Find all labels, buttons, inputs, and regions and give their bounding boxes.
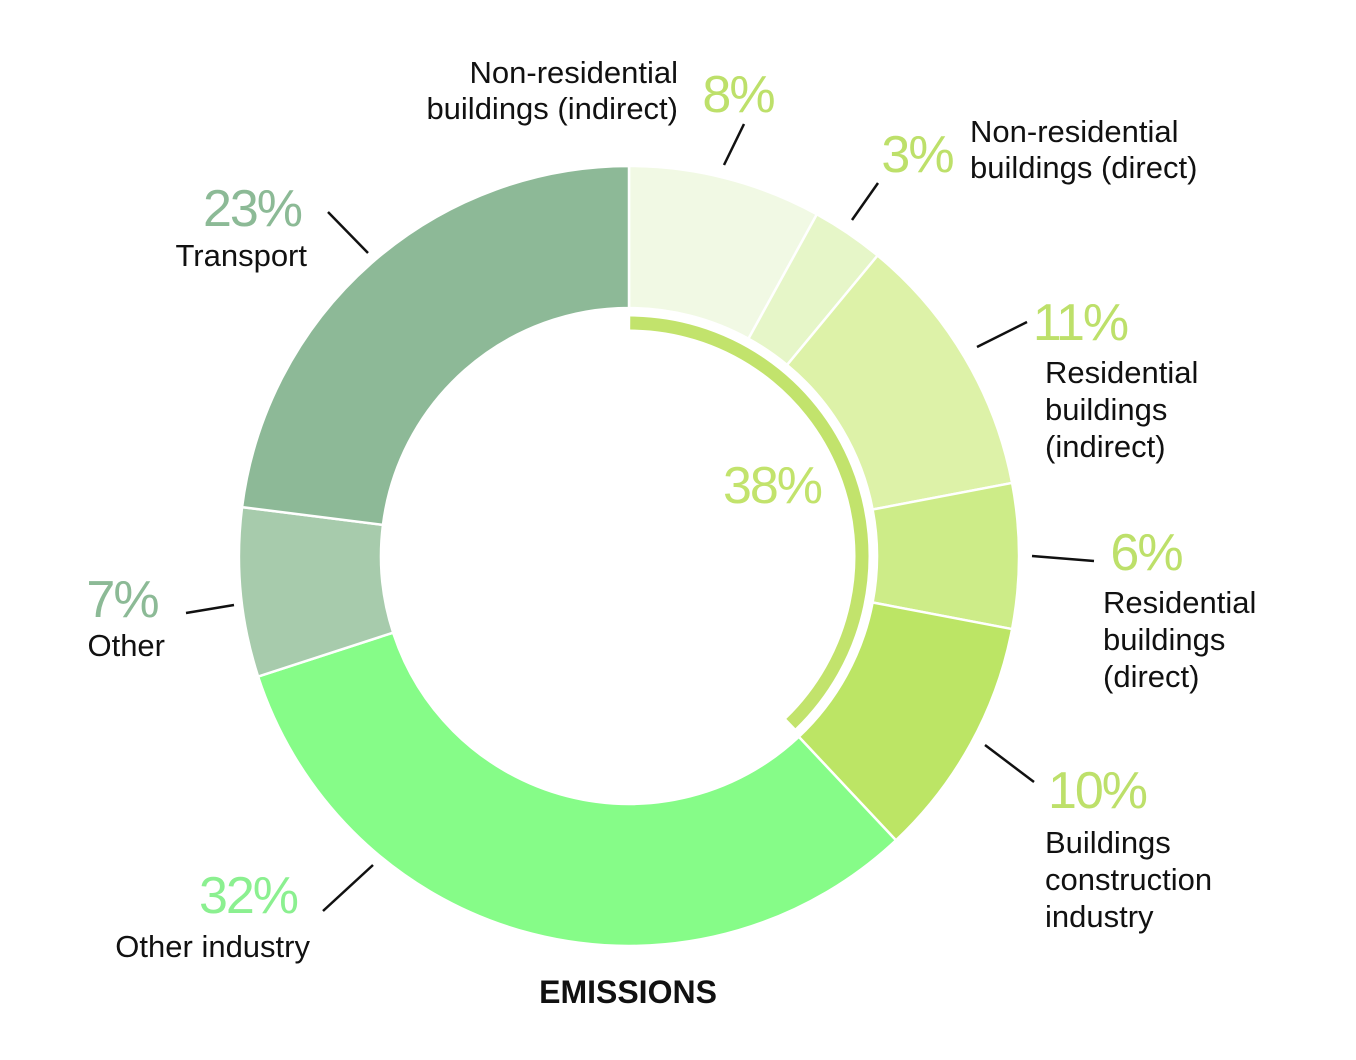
category-label-res-direct-line-1: Residential — [1103, 585, 1256, 620]
category-label-res-indirect-line-1: Residential — [1045, 355, 1198, 390]
leader-lines — [185, 123, 1095, 912]
leader-line-res-indirect — [976, 320, 1028, 349]
category-label-nonres-indirect-line-2: buildings (indirect) — [426, 91, 678, 126]
value-label-nonres-indirect: 8% — [702, 66, 774, 124]
leader-line-other — [185, 603, 235, 615]
leader-line-res-direct — [1031, 554, 1095, 563]
category-label-transport: Transport — [175, 238, 307, 273]
slice-transport — [240, 164, 631, 527]
leader-line-construction — [984, 744, 1035, 783]
leader-line-nonres-direct — [850, 182, 880, 221]
category-label-res-direct-line-2: buildings — [1103, 622, 1225, 657]
value-label-construction: 10% — [1048, 762, 1147, 820]
value-label-res-direct: 6% — [1110, 524, 1182, 582]
slice-other-industry — [256, 631, 898, 948]
buildings-share-arc — [630, 316, 869, 729]
chart-title: EMISSIONS — [539, 974, 717, 1010]
buildings-share-arc-group — [630, 316, 869, 729]
donut-slices — [237, 164, 1021, 948]
value-label-nonres-direct: 3% — [881, 126, 953, 184]
category-label-nonres-direct-line-2: buildings (direct) — [970, 150, 1197, 185]
value-label-transport: 23% — [203, 180, 302, 238]
category-label-construction-line-1: Buildings — [1045, 825, 1171, 860]
leader-line-transport — [327, 211, 369, 254]
category-label-other-industry: Other industry — [115, 929, 310, 964]
category-label-other: Other — [87, 628, 165, 663]
leader-line-other-industry — [322, 864, 374, 912]
category-label-res-indirect-line-2: buildings — [1045, 392, 1167, 427]
category-label-nonres-indirect-line-1: Non-residential — [470, 55, 679, 90]
category-label-res-indirect-line-3: (indirect) — [1045, 429, 1166, 464]
value-label-other: 7% — [86, 571, 158, 629]
value-label-res-indirect: 11% — [1033, 294, 1128, 352]
leader-line-nonres-indirect — [722, 123, 746, 166]
value-label-other-industry: 32% — [199, 867, 298, 925]
center-percentage-label: 38% — [723, 457, 822, 515]
category-label-res-direct-line-3: (direct) — [1103, 659, 1199, 694]
category-label-construction-line-3: industry — [1045, 899, 1154, 934]
category-label-construction-line-2: construction — [1045, 862, 1212, 897]
category-label-nonres-direct-line-1: Non-residential — [970, 114, 1179, 149]
